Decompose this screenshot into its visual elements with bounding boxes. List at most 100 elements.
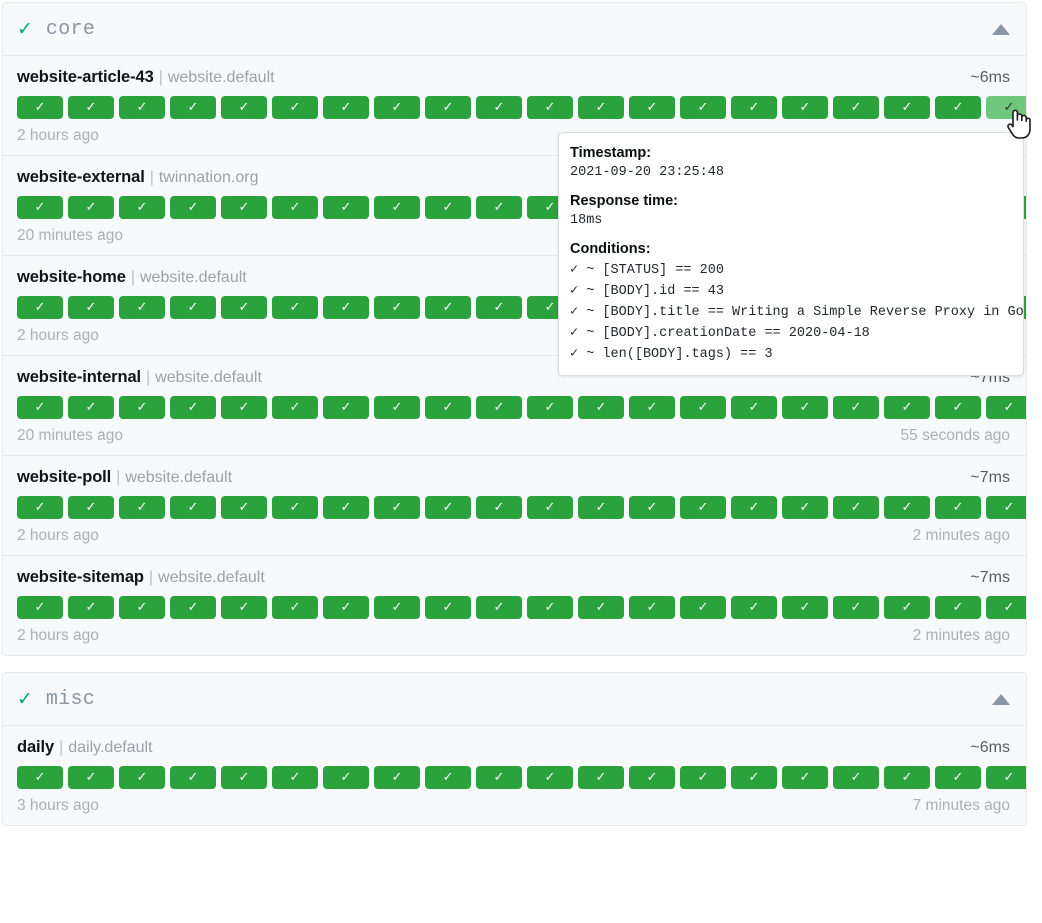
status-bar[interactable]: ✓ [782, 596, 828, 619]
status-bar[interactable]: ✓ [68, 766, 114, 789]
status-bar[interactable]: ✓ [629, 96, 675, 119]
status-bar[interactable]: ✓ [578, 396, 624, 419]
status-bar[interactable]: ✓ [476, 296, 522, 319]
status-bar[interactable]: ✓ [476, 396, 522, 419]
status-bar[interactable]: ✓ [884, 766, 930, 789]
triangle-up-icon[interactable] [992, 23, 1010, 35]
status-bar[interactable]: ✓ [527, 396, 573, 419]
status-bar[interactable]: ✓ [986, 496, 1026, 519]
status-bar[interactable]: ✓ [680, 496, 726, 519]
status-bar[interactable]: ✓ [221, 596, 267, 619]
endpoint-name[interactable]: website-article-43 [17, 68, 154, 86]
status-bar[interactable]: ✓ [68, 296, 114, 319]
status-bar[interactable]: ✓ [986, 766, 1026, 789]
status-bar[interactable]: ✓ [731, 96, 777, 119]
status-bar[interactable]: ✓ [170, 296, 216, 319]
status-bar[interactable]: ✓ [170, 196, 216, 219]
status-bar[interactable]: ✓ [833, 496, 879, 519]
status-bar[interactable]: ✓ [221, 766, 267, 789]
status-bar[interactable]: ✓ [731, 766, 777, 789]
status-bar[interactable]: ✓ [119, 766, 165, 789]
status-bar[interactable]: ✓ [119, 296, 165, 319]
status-bar[interactable]: ✓ [680, 396, 726, 419]
status-bar[interactable]: ✓ [17, 396, 63, 419]
status-bar[interactable]: ✓ [170, 766, 216, 789]
status-bar[interactable]: ✓ [578, 596, 624, 619]
status-bar[interactable]: ✓ [68, 496, 114, 519]
status-bar[interactable]: ✓ [68, 196, 114, 219]
status-bar[interactable]: ✓ [833, 96, 879, 119]
status-bar[interactable]: ✓ [374, 766, 420, 789]
status-bar[interactable]: ✓ [884, 396, 930, 419]
status-bar[interactable]: ✓ [425, 596, 471, 619]
status-bar[interactable]: ✓ [170, 596, 216, 619]
endpoint-name[interactable]: daily [17, 738, 55, 756]
status-bar[interactable]: ✓ [476, 766, 522, 789]
status-bar[interactable]: ✓ [323, 596, 369, 619]
status-bar[interactable]: ✓ [782, 496, 828, 519]
status-bar[interactable]: ✓ [323, 496, 369, 519]
status-bar[interactable]: ✓ [272, 766, 318, 789]
status-bar[interactable]: ✓ [527, 596, 573, 619]
status-bar[interactable]: ✓ [323, 296, 369, 319]
status-bar[interactable]: ✓ [476, 196, 522, 219]
status-bar[interactable]: ✓ [833, 766, 879, 789]
status-bar[interactable]: ✓ [272, 496, 318, 519]
status-bar[interactable]: ✓ [119, 96, 165, 119]
status-bar[interactable]: ✓ [527, 496, 573, 519]
status-bar[interactable]: ✓ [272, 396, 318, 419]
status-bar[interactable]: ✓ [476, 96, 522, 119]
status-bar[interactable]: ✓ [68, 396, 114, 419]
status-bar[interactable]: ✓ [527, 766, 573, 789]
status-bar[interactable]: ✓ [119, 596, 165, 619]
status-bar[interactable]: ✓ [935, 766, 981, 789]
status-bar[interactable]: ✓ [323, 766, 369, 789]
status-bar[interactable]: ✓ [782, 766, 828, 789]
status-bar[interactable]: ✓ [680, 96, 726, 119]
endpoint-name[interactable]: website-sitemap [17, 568, 144, 586]
status-bar[interactable]: ✓ [833, 596, 879, 619]
status-bar[interactable]: ✓ [884, 496, 930, 519]
status-bar[interactable]: ✓ [68, 96, 114, 119]
status-bar[interactable]: ✓ [629, 766, 675, 789]
status-bar[interactable]: ✓ [119, 496, 165, 519]
status-bar[interactable]: ✓ [425, 496, 471, 519]
status-bar[interactable]: ✓ [323, 96, 369, 119]
status-bar[interactable]: ✓ [731, 596, 777, 619]
status-bar[interactable]: ✓ [884, 596, 930, 619]
endpoint-name[interactable]: website-external [17, 168, 145, 186]
status-bar[interactable]: ✓ [374, 296, 420, 319]
status-bar[interactable]: ✓ [986, 96, 1026, 119]
status-bar[interactable]: ✓ [476, 596, 522, 619]
status-bar[interactable]: ✓ [170, 396, 216, 419]
status-bar[interactable]: ✓ [221, 296, 267, 319]
status-bar[interactable]: ✓ [425, 296, 471, 319]
status-bar[interactable]: ✓ [17, 196, 63, 219]
status-bar[interactable]: ✓ [221, 496, 267, 519]
status-bar[interactable]: ✓ [425, 196, 471, 219]
group-header-misc[interactable]: ✓ misc [3, 673, 1026, 726]
status-bar[interactable]: ✓ [884, 96, 930, 119]
status-bar[interactable]: ✓ [170, 96, 216, 119]
status-bar[interactable]: ✓ [272, 596, 318, 619]
status-bar[interactable]: ✓ [425, 766, 471, 789]
status-bar[interactable]: ✓ [629, 596, 675, 619]
status-bar[interactable]: ✓ [119, 196, 165, 219]
status-bar[interactable]: ✓ [680, 596, 726, 619]
status-bar[interactable]: ✓ [119, 396, 165, 419]
status-bar[interactable]: ✓ [374, 96, 420, 119]
status-bar[interactable]: ✓ [221, 96, 267, 119]
status-bar[interactable]: ✓ [731, 496, 777, 519]
status-bar[interactable]: ✓ [935, 96, 981, 119]
status-bar[interactable]: ✓ [425, 96, 471, 119]
status-bar[interactable]: ✓ [578, 766, 624, 789]
status-bar[interactable]: ✓ [578, 496, 624, 519]
status-bar[interactable]: ✓ [17, 296, 63, 319]
status-bar[interactable]: ✓ [782, 396, 828, 419]
status-bar[interactable]: ✓ [17, 496, 63, 519]
status-bar[interactable]: ✓ [17, 96, 63, 119]
status-bar[interactable]: ✓ [629, 396, 675, 419]
status-bar[interactable]: ✓ [272, 96, 318, 119]
status-bar[interactable]: ✓ [323, 396, 369, 419]
status-bar[interactable]: ✓ [476, 496, 522, 519]
